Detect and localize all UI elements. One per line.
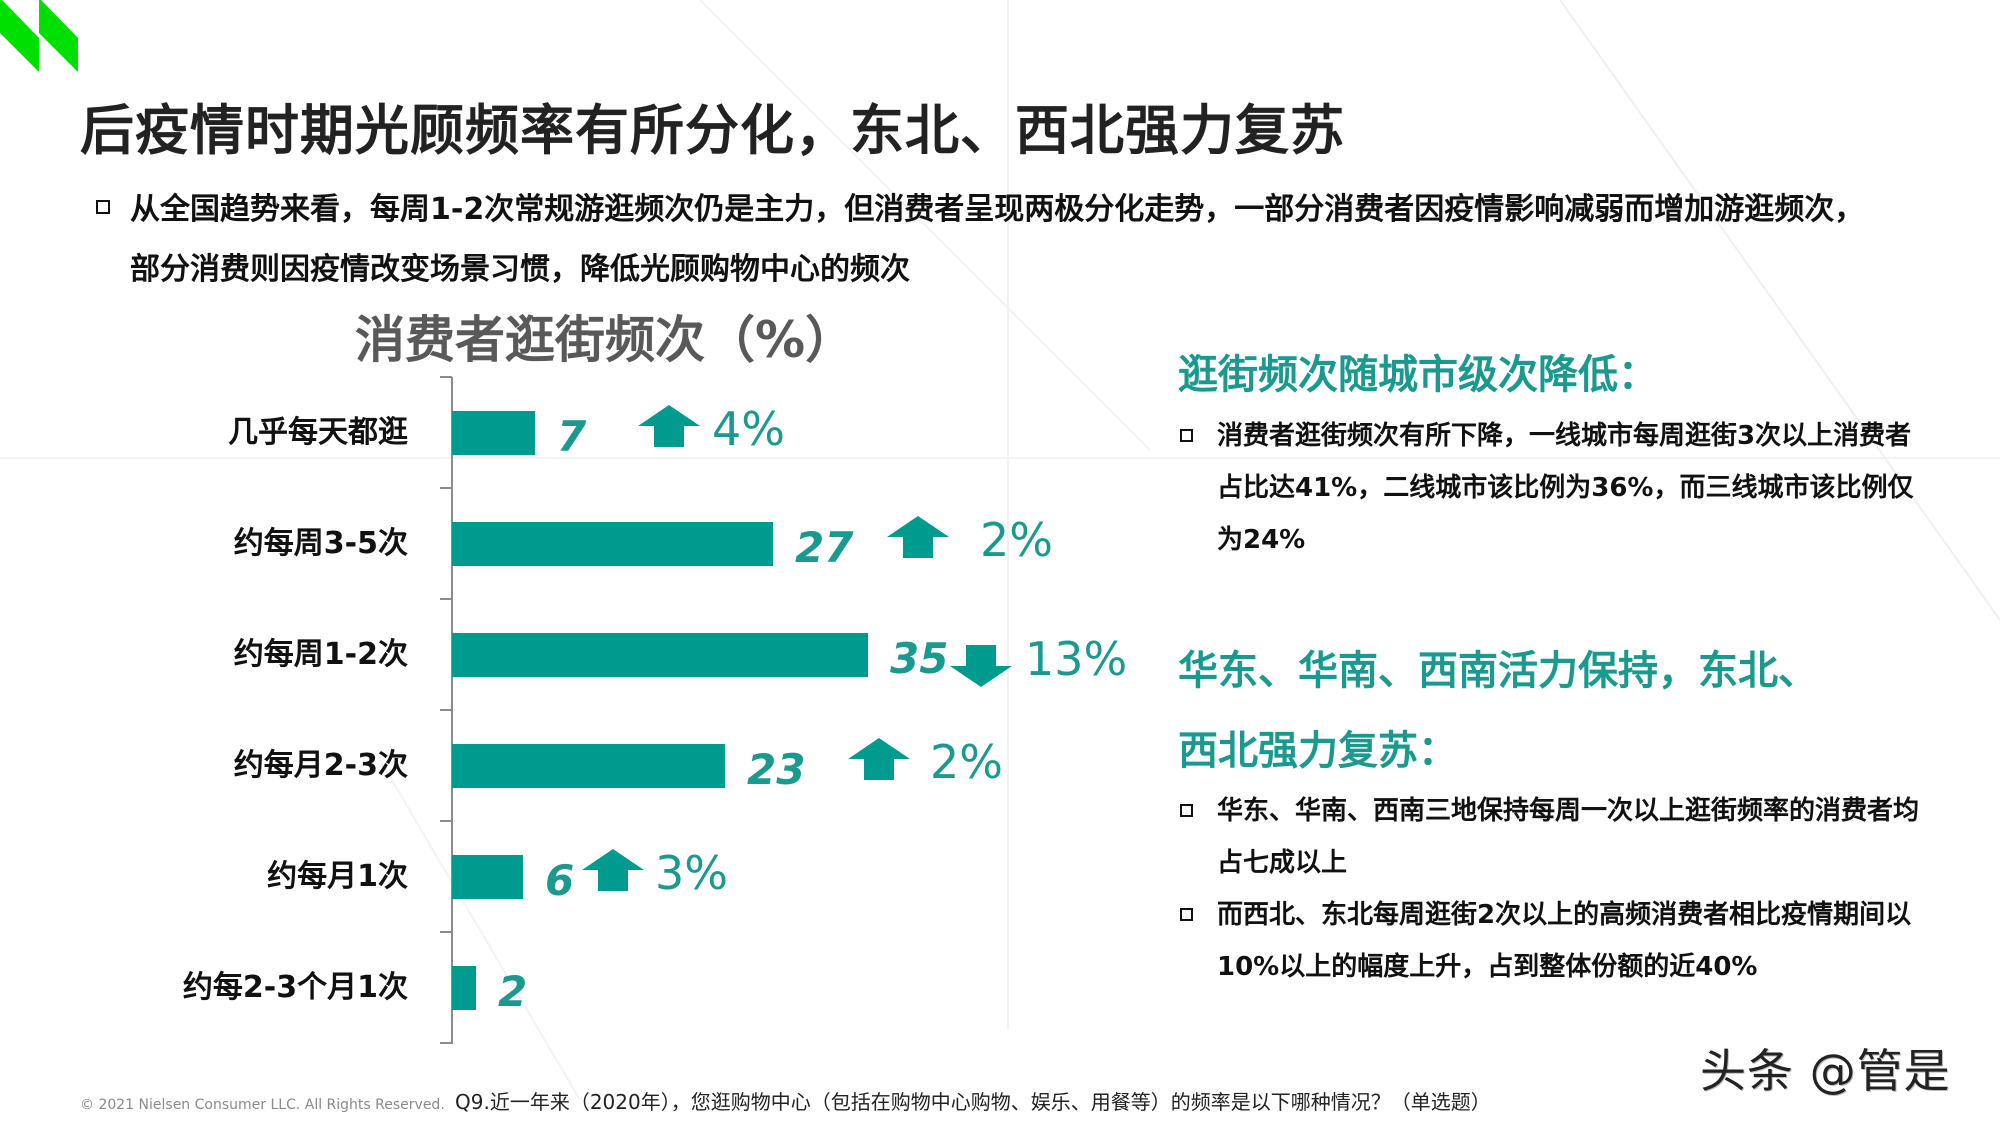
bullet-square-icon [1180,804,1193,817]
arrow-up-icon [638,405,700,447]
bar [452,522,773,566]
bar [452,411,535,455]
bar-value-label: 7 [557,412,587,461]
bar-value-label: 27 [795,523,854,572]
y-axis-tick [440,931,452,933]
arrow-up-icon [582,849,644,891]
y-axis-tick [440,820,452,822]
bar-value-label: 2 [498,967,528,1016]
bar [452,744,725,788]
bar [452,633,868,677]
page-title: 后疫情时期光顾频率有所分化，东北、西北强力复苏 [80,99,1345,162]
y-axis-tick [440,598,452,600]
category-label: 约每月2-3次 [233,748,408,783]
y-axis-tick [440,1042,452,1044]
side-heading-city-tier: 逛街频次随城市级次降低： [1178,352,1658,398]
y-axis-tick [440,487,452,489]
y-axis-tick [440,376,452,378]
change-label: 13% [1025,632,1128,686]
bar-value-label: 6 [545,856,575,905]
bullet-square-icon [96,200,110,214]
copyright-text: © 2021 Nielsen Consumer LLC. All Rights … [80,1097,445,1113]
bar [452,966,476,1010]
y-axis-line [451,377,453,1044]
arrow-up-icon [887,516,949,558]
category-label: 约每2-3个月1次 [182,970,408,1005]
y-axis-tick [440,709,452,711]
nielsen-logo-icon [0,0,78,72]
bullet-square-icon [1180,908,1193,921]
side-bullet-text: 而西北、东北每周逛街2次以上的高频消费者相比疫情期间以10%以上的幅度上升，占到… [1217,900,1912,982]
side-bullet-text: 消费者逛街频次有所下降，一线城市每周逛街3次以上消费者占比达41%，二线城市该比… [1217,421,1914,555]
change-label: 2% [930,735,1003,789]
change-label: 2% [980,513,1053,567]
arrow-down-icon [950,645,1012,687]
survey-question-note: Q9.近一年来（2020年），您逛购物中心（包括在购物中心购物、娱乐、用餐等）的… [455,1090,1491,1114]
side-heading-region-line1: 华东、华南、西南活力保持，东北、 [1178,648,1818,694]
change-label: 3% [655,846,728,900]
side-bullet-text: 华东、华南、西南三地保持每周一次以上逛街频率的消费者均占七成以上 [1217,796,1920,878]
category-label: 约每月1次 [267,859,408,894]
bar-value-label: 35 [890,634,949,683]
category-label: 约每周1-2次 [233,637,408,672]
chart-title: 消费者逛街频次（%） [355,311,856,369]
watermark-text: 头条 @管是 [1700,1044,1951,1098]
category-label: 约每周3-5次 [233,526,408,561]
change-label: 4% [712,402,785,456]
bar-value-label: 23 [747,745,806,794]
intro-text: 从全国趋势来看，每周1-2次常规游逛频次仍是主力，但消费者呈现两极分化走势，一部… [130,192,1865,287]
side-heading-region-line2: 西北强力复苏： [1178,728,1458,774]
bullet-square-icon [1180,429,1193,442]
bar [452,855,523,899]
category-label: 几乎每天都逛 [228,415,408,450]
arrow-up-icon [848,738,910,780]
